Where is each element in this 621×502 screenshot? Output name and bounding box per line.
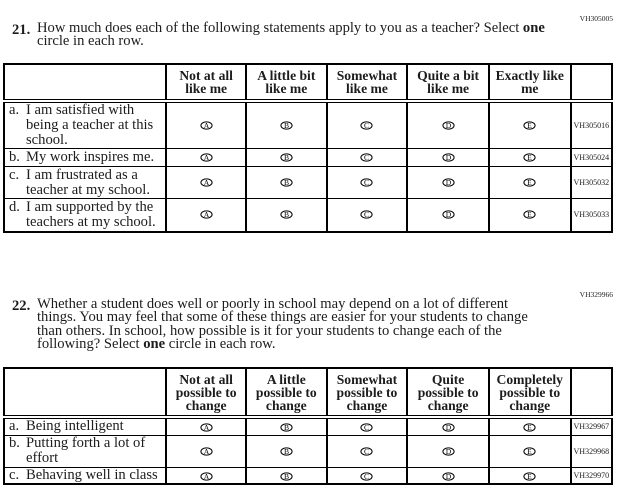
svg-text:D: D (445, 153, 451, 162)
svg-text:D: D (445, 472, 451, 481)
svg-text:E: E (527, 447, 532, 456)
svg-text:A: A (203, 121, 209, 130)
svg-text:A: A (203, 153, 209, 162)
svg-text:C: C (364, 121, 369, 130)
svg-text:D: D (445, 178, 451, 187)
svg-text:D: D (445, 423, 451, 432)
svg-text:C: C (364, 472, 369, 481)
svg-text:A: A (203, 178, 209, 187)
svg-text:B: B (284, 178, 289, 187)
svg-text:A: A (203, 423, 209, 432)
svg-text:B: B (284, 447, 289, 456)
svg-text:B: B (284, 121, 289, 130)
svg-text:B: B (284, 210, 289, 219)
svg-text:E: E (527, 153, 532, 162)
svg-text:C: C (364, 178, 369, 187)
svg-text:B: B (284, 472, 289, 481)
svg-text:A: A (203, 210, 209, 219)
svg-text:E: E (527, 121, 532, 130)
svg-text:E: E (527, 423, 532, 432)
svg-text:B: B (284, 153, 289, 162)
svg-text:E: E (527, 178, 532, 187)
svg-text:A: A (203, 472, 209, 481)
svg-text:C: C (364, 447, 369, 456)
svg-text:D: D (445, 121, 451, 130)
svg-text:D: D (445, 447, 451, 456)
svg-text:D: D (445, 210, 451, 219)
svg-text:E: E (527, 472, 532, 481)
svg-text:A: A (203, 447, 209, 456)
svg-text:C: C (364, 210, 369, 219)
svg-text:B: B (284, 423, 289, 432)
svg-text:E: E (527, 210, 532, 219)
svg-text:C: C (364, 423, 369, 432)
svg-text:C: C (364, 153, 369, 162)
